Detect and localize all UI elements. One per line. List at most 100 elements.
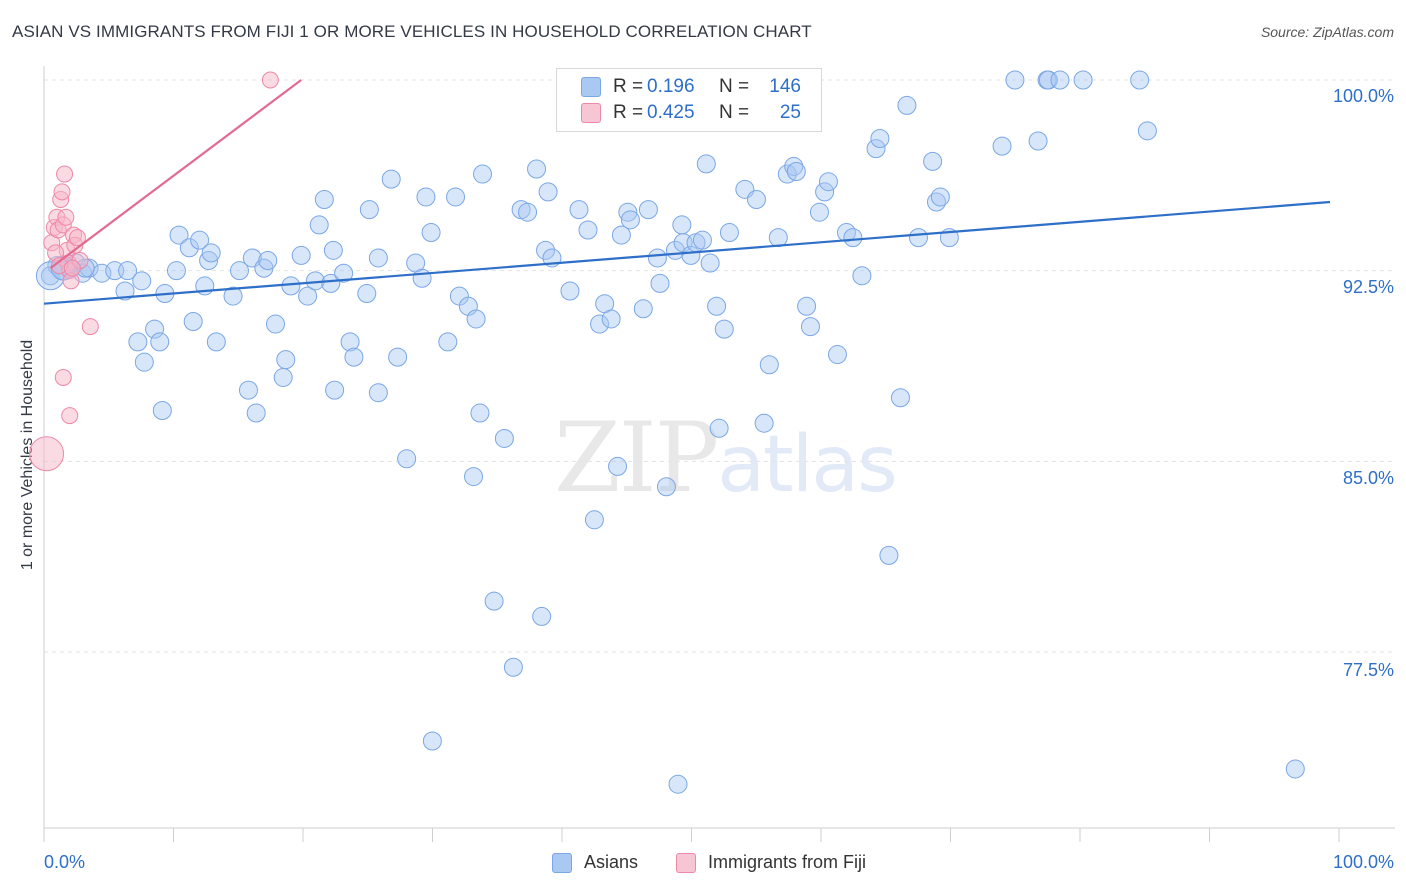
asians-point (446, 187, 466, 207)
asians-points (35, 70, 1305, 794)
asians-point (169, 225, 189, 245)
asians-point (323, 240, 343, 260)
legend-n-value: 146 (769, 76, 801, 97)
asians-point (1050, 70, 1070, 90)
asians-point (503, 657, 523, 677)
y-tick-label: 85.0% (1342, 468, 1394, 488)
y-tick-label: 92.5% (1342, 277, 1394, 297)
asians-point (1285, 759, 1305, 779)
asians-point (800, 317, 820, 337)
asians-point (620, 210, 640, 230)
asians-point (291, 245, 311, 265)
asians-point (344, 347, 364, 367)
asians-point (281, 276, 301, 296)
asians-point (843, 228, 863, 248)
fiji-point (61, 407, 79, 425)
asians-point (930, 187, 950, 207)
asians-point (638, 200, 658, 220)
asians-legend-label: Asians (584, 852, 639, 872)
asians-point (128, 332, 148, 352)
legend-n-label: N = (719, 102, 750, 123)
axes (43, 66, 1395, 842)
fiji-point (54, 368, 72, 386)
fiji-trend-line (49, 79, 302, 270)
asians-point (879, 545, 899, 565)
asians-point (923, 151, 943, 171)
fiji-point (56, 165, 74, 183)
fiji-point (63, 259, 81, 277)
asians-point (836, 223, 856, 243)
asians-trend-line (43, 200, 1331, 305)
fiji-legend-label: Immigrants from Fiji (708, 852, 867, 872)
asians-point (809, 202, 829, 222)
asians-point (818, 172, 838, 192)
asians-point (908, 228, 928, 248)
asians-point (754, 413, 774, 433)
asians-point (668, 774, 688, 794)
asians-point (494, 428, 514, 448)
asians-point (797, 296, 817, 316)
asians-point (466, 309, 486, 329)
chart-title: ASIAN VS IMMIGRANTS FROM FIJI 1 OR MORE … (12, 22, 812, 41)
asians-point (150, 332, 170, 352)
asians-point (897, 95, 917, 115)
asians-point (416, 187, 436, 207)
asians-point (1073, 70, 1093, 90)
asians-point (438, 332, 458, 352)
asians-point (422, 731, 442, 751)
fiji-swatch (676, 852, 696, 873)
asians-point (707, 296, 727, 316)
asians-point (578, 220, 598, 240)
asians-point (246, 403, 266, 423)
asians-point (190, 230, 210, 250)
asians-point (709, 418, 729, 438)
asians-point (692, 230, 712, 250)
asians-point (238, 380, 258, 400)
asians-point (421, 223, 441, 243)
legend: R = 0.196 N = 146 R = 0.425 N = 25 (556, 68, 822, 132)
asians-point (672, 215, 692, 235)
asians-point (273, 367, 293, 387)
asians-point (397, 449, 417, 469)
asians-point (696, 154, 716, 174)
asians-point (633, 299, 653, 319)
asians-point (527, 159, 547, 179)
asians-point (314, 189, 334, 209)
asians-point (183, 312, 203, 332)
asians-point (538, 182, 558, 202)
watermark-zip: ZIP (554, 402, 719, 514)
asians-point (681, 245, 701, 265)
asians-point (368, 248, 388, 268)
asians-point (890, 388, 910, 408)
legend-r-value: 0.196 (647, 76, 695, 97)
asians-swatch (581, 77, 601, 97)
asians-point (601, 309, 621, 329)
asians-point (560, 281, 580, 301)
asians-point (134, 352, 154, 372)
asians-point (992, 136, 1012, 156)
x-tick-label-min: 0.0% (44, 852, 86, 872)
asians-point (1137, 121, 1157, 141)
asians-point (368, 383, 388, 403)
asians-point (201, 243, 221, 263)
asians-point (464, 467, 484, 487)
legend-row-fiji: R = 0.425 N = 25 (581, 101, 801, 125)
grid-lines (44, 79, 1395, 653)
fiji-point (53, 183, 71, 201)
asians-point (647, 248, 667, 268)
legend-n-label: N = (719, 76, 750, 97)
asians-point (357, 284, 377, 304)
asians-point (340, 332, 360, 352)
asians-point (852, 266, 872, 286)
asians-point (719, 223, 739, 243)
asians-point (870, 128, 890, 148)
asians-point (746, 189, 766, 209)
asians-point (611, 225, 631, 245)
asians-point (388, 347, 408, 367)
fiji-point (68, 229, 86, 247)
asians-point (584, 510, 604, 530)
legend-r-value: 0.425 (647, 102, 695, 123)
fiji-points (29, 71, 279, 472)
asians-point (569, 200, 589, 220)
